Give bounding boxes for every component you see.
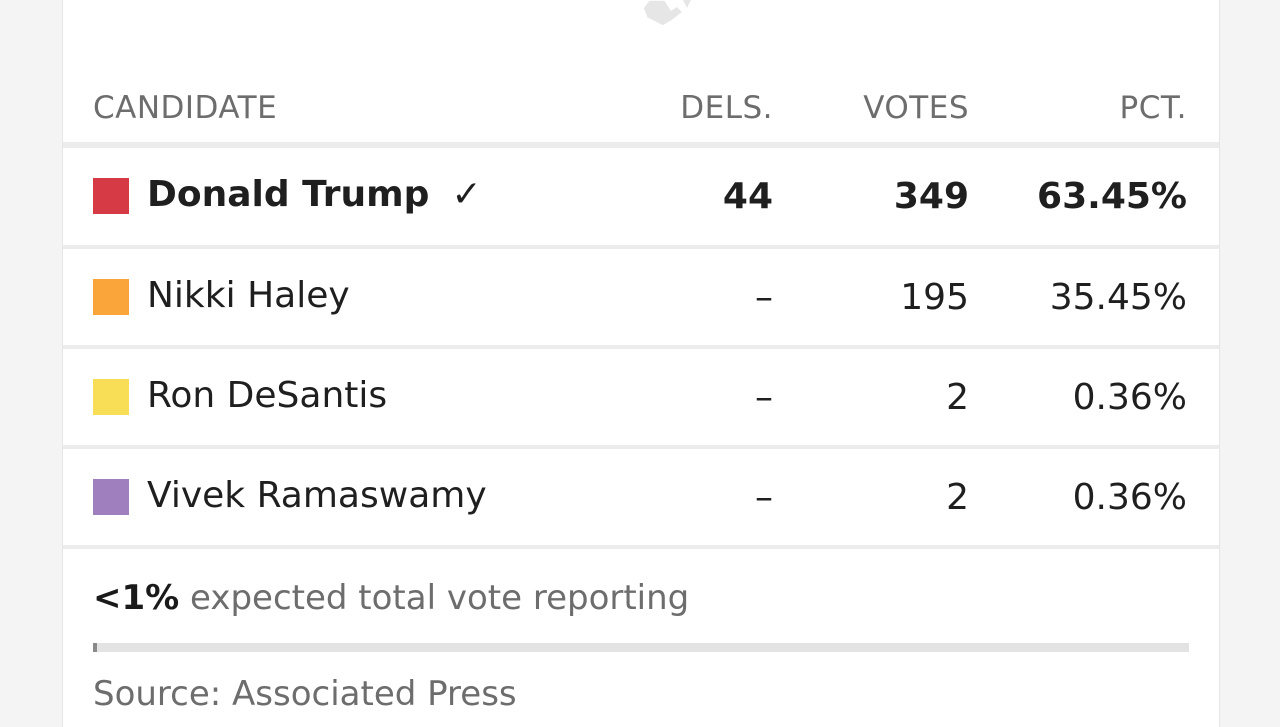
candidate-delegates: – bbox=[755, 377, 773, 418]
winner-check-icon: ✓ bbox=[451, 174, 482, 215]
results-card: CANDIDATE DELS. VOTES PCT. Donald Trump ✓… bbox=[62, 0, 1220, 727]
candidate-percent: 63.45% bbox=[1037, 176, 1187, 217]
reporting-text: expected total vote reporting bbox=[179, 578, 690, 618]
candidate-votes: 2 bbox=[946, 377, 969, 418]
header-votes: VOTES bbox=[863, 90, 969, 126]
candidate-name: Vivek Ramaswamy bbox=[147, 475, 487, 516]
candidate-percent: 0.36% bbox=[1072, 377, 1187, 418]
row-divider bbox=[63, 545, 1219, 549]
table-row: Nikki Haley – 195 35.45% bbox=[63, 249, 1219, 345]
state-map-icon bbox=[642, 0, 691, 27]
candidate-delegates: – bbox=[755, 277, 773, 318]
candidate-votes: 349 bbox=[893, 176, 969, 217]
candidate-color-swatch bbox=[93, 178, 129, 214]
candidate-color-swatch bbox=[93, 279, 129, 315]
candidate-percent: 0.36% bbox=[1072, 477, 1187, 518]
candidate-votes: 195 bbox=[900, 277, 969, 318]
table-row: Vivek Ramaswamy – 2 0.36% bbox=[63, 449, 1219, 545]
reporting-status: <1% expected total vote reporting bbox=[93, 578, 689, 618]
candidate-color-swatch bbox=[93, 479, 129, 515]
header-delegates: DELS. bbox=[680, 90, 773, 126]
candidate-name: Nikki Haley bbox=[147, 275, 350, 316]
candidate-votes: 2 bbox=[946, 477, 969, 518]
reporting-progress-fill bbox=[93, 643, 97, 652]
source-credit: Source: Associated Press bbox=[93, 674, 517, 714]
candidate-percent: 35.45% bbox=[1049, 277, 1187, 318]
table-row: Ron DeSantis – 2 0.36% bbox=[63, 349, 1219, 445]
row-divider bbox=[63, 445, 1219, 449]
row-divider bbox=[63, 345, 1219, 349]
table-header: CANDIDATE DELS. VOTES PCT. bbox=[63, 84, 1219, 142]
reporting-value: <1% bbox=[93, 578, 180, 618]
candidate-name: Ron DeSantis bbox=[147, 375, 388, 416]
header-candidate: CANDIDATE bbox=[93, 90, 278, 126]
header-divider bbox=[63, 142, 1219, 148]
candidate-delegates: 44 bbox=[722, 176, 773, 217]
candidate-delegates: – bbox=[755, 477, 773, 518]
candidate-name: Donald Trump ✓ bbox=[147, 174, 482, 215]
row-divider bbox=[63, 245, 1219, 249]
header-percent: PCT. bbox=[1119, 90, 1187, 126]
reporting-progress-bar bbox=[93, 643, 1189, 652]
candidate-color-swatch bbox=[93, 379, 129, 415]
table-row: Donald Trump ✓ 44 349 63.45% bbox=[63, 148, 1219, 244]
